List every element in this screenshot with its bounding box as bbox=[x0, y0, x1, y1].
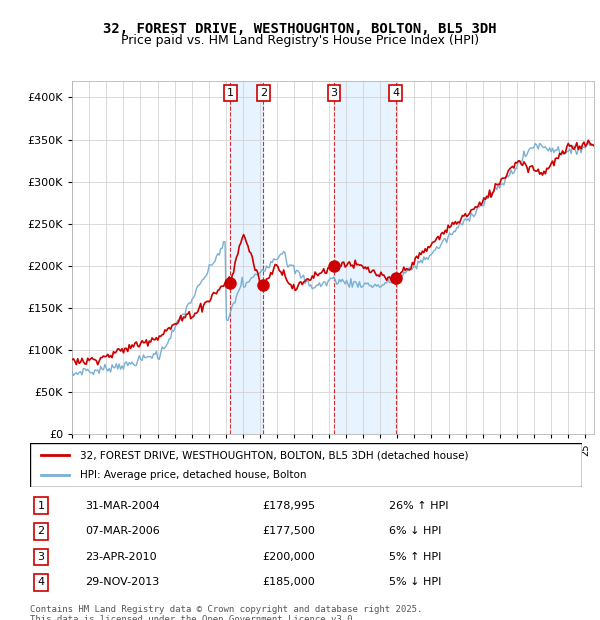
Text: 4: 4 bbox=[392, 88, 399, 98]
Text: 6% ↓ HPI: 6% ↓ HPI bbox=[389, 526, 441, 536]
Text: HPI: Average price, detached house, Bolton: HPI: Average price, detached house, Bolt… bbox=[80, 469, 306, 479]
Text: 2: 2 bbox=[260, 88, 267, 98]
Text: 1: 1 bbox=[227, 88, 234, 98]
Bar bbox=[334, 81, 395, 434]
Text: 31-MAR-2004: 31-MAR-2004 bbox=[85, 501, 160, 511]
Text: 1: 1 bbox=[38, 501, 44, 511]
Text: 32, FOREST DRIVE, WESTHOUGHTON, BOLTON, BL5 3DH: 32, FOREST DRIVE, WESTHOUGHTON, BOLTON, … bbox=[103, 22, 497, 36]
Text: 5% ↑ HPI: 5% ↑ HPI bbox=[389, 552, 441, 562]
Text: 32, FOREST DRIVE, WESTHOUGHTON, BOLTON, BL5 3DH (detached house): 32, FOREST DRIVE, WESTHOUGHTON, BOLTON, … bbox=[80, 451, 468, 461]
Text: £178,995: £178,995 bbox=[262, 501, 315, 511]
Text: 2: 2 bbox=[37, 526, 44, 536]
Bar bbox=[230, 81, 263, 434]
Text: £185,000: £185,000 bbox=[262, 577, 314, 587]
Text: 5% ↓ HPI: 5% ↓ HPI bbox=[389, 577, 441, 587]
Text: 3: 3 bbox=[38, 552, 44, 562]
FancyBboxPatch shape bbox=[30, 443, 582, 487]
Text: 4: 4 bbox=[37, 577, 44, 587]
Text: 3: 3 bbox=[331, 88, 338, 98]
Text: Contains HM Land Registry data © Crown copyright and database right 2025.
This d: Contains HM Land Registry data © Crown c… bbox=[30, 604, 422, 620]
Text: 26% ↑ HPI: 26% ↑ HPI bbox=[389, 501, 448, 511]
Text: Price paid vs. HM Land Registry's House Price Index (HPI): Price paid vs. HM Land Registry's House … bbox=[121, 34, 479, 47]
Text: £177,500: £177,500 bbox=[262, 526, 315, 536]
Text: 07-MAR-2006: 07-MAR-2006 bbox=[85, 526, 160, 536]
Text: 29-NOV-2013: 29-NOV-2013 bbox=[85, 577, 160, 587]
Text: £200,000: £200,000 bbox=[262, 552, 314, 562]
Text: 23-APR-2010: 23-APR-2010 bbox=[85, 552, 157, 562]
